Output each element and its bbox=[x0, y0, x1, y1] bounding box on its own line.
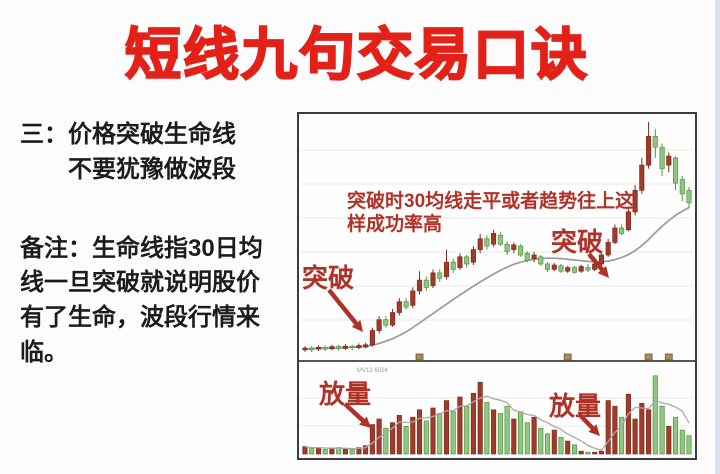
rule-note-line1: 备注：生命线指30日均 bbox=[20, 234, 263, 262]
tip-annotation-line2: 样成功率高 bbox=[347, 214, 443, 236]
rule-note-line4: 临。 bbox=[20, 338, 68, 366]
page-edge-strip bbox=[715, 0, 720, 474]
rule-note-line3: 有了生命，波段行情来 bbox=[20, 304, 260, 332]
svg-text:MV12 6024: MV12 6024 bbox=[357, 368, 388, 374]
tip-annotation-line1: 突破时30均线走平或者趋势往上这 bbox=[347, 191, 635, 212]
volume-surge-label-2: 放量 bbox=[549, 391, 602, 421]
breakout-label-1: 突破 bbox=[302, 263, 355, 293]
rule-heading: 三：价格突破生命线 不要犹豫做波段 bbox=[20, 118, 292, 188]
rule-heading-line1: 三：价格突破生命线 bbox=[20, 121, 236, 148]
rule-heading-line2: 不要犹豫做波段 bbox=[68, 155, 236, 183]
left-text-panel: 三：价格突破生命线 不要犹豫做波段 备注：生命线指30日均 线一旦突破就说明股价… bbox=[20, 118, 292, 371]
volume-surge-label-1: 放量 bbox=[319, 379, 372, 409]
rule-note: 备注：生命线指30日均 线一旦突破就说明股价 有了生命，波段行情来 临。 bbox=[20, 232, 292, 371]
breakout-label-2: 突破 bbox=[551, 227, 604, 257]
tip-annotation: 突破时30均线走平或者趋势往上这 样成功率高 bbox=[347, 190, 634, 236]
rule-note-line2: 线一旦突破就说明股价 bbox=[20, 269, 260, 297]
page-title: 短线九句交易口诀 bbox=[124, 22, 589, 87]
candlestick-volume-svg: MV12 6024 bbox=[299, 122, 695, 455]
stock-chart: MV12 6024 突破时30均线走平或者趋势往上这 样成功率高 突破 突破 放… bbox=[297, 112, 697, 460]
